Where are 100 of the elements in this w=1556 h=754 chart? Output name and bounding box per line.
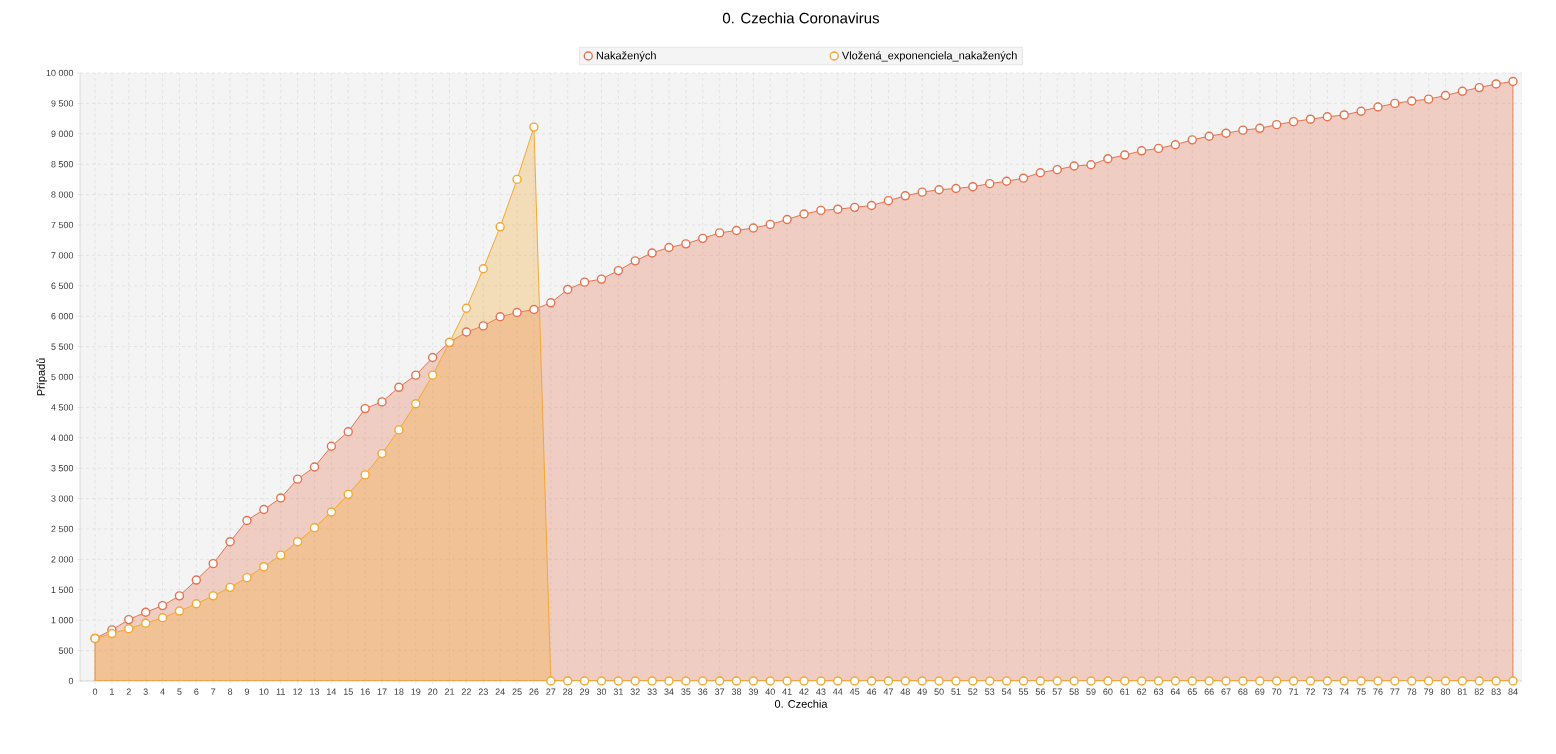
x-tick-label: 48 xyxy=(900,688,910,695)
x-tick-label: 59 xyxy=(1086,688,1096,695)
x-tick-label: 61 xyxy=(1120,688,1130,695)
x-tick-label: 5 xyxy=(177,688,182,695)
x-axis-title: 0. Czechia xyxy=(774,699,828,708)
x-tick-label: 9 xyxy=(244,688,250,695)
x-tick-label: 30 xyxy=(596,688,607,695)
y-tick-label: 7 000 xyxy=(51,252,74,259)
y-tick-label: 4 500 xyxy=(51,404,74,411)
y-tick-label: 6 000 xyxy=(51,313,74,320)
x-tick-label: 42 xyxy=(799,688,809,695)
y-tick-label: 8 000 xyxy=(51,191,74,198)
x-tick-label: 15 xyxy=(343,688,353,695)
x-tick-label: 13 xyxy=(310,688,320,695)
x-tick-label: 58 xyxy=(1069,688,1079,695)
x-tick-label: 76 xyxy=(1373,688,1383,695)
x-tick-label: 4 xyxy=(160,688,165,695)
legend-label: Vložená_exponenciela_nakažených xyxy=(841,51,1017,62)
y-tick-label: 3 000 xyxy=(51,495,74,502)
x-tick-label: 66 xyxy=(1204,688,1214,695)
x-tick-label: 65 xyxy=(1187,688,1197,695)
x-tick-label: 77 xyxy=(1390,688,1400,695)
y-tick-label: 2 000 xyxy=(51,556,74,563)
y-tick-label: 5 000 xyxy=(51,373,74,381)
y-tick-label: 8 500 xyxy=(51,161,74,168)
x-tick-label: 46 xyxy=(866,688,877,695)
x-tick-label: 27 xyxy=(546,688,556,695)
x-tick-label: 23 xyxy=(478,688,488,695)
x-tick-label: 29 xyxy=(580,688,590,695)
x-tick-label: 6 xyxy=(194,688,199,695)
legend-label: Nakažených xyxy=(596,51,656,62)
x-tick-label: 26 xyxy=(529,688,539,695)
x-tick-label: 37 xyxy=(714,688,725,695)
y-tick-label: 1 000 xyxy=(51,617,74,624)
x-tick-label: 69 xyxy=(1255,688,1265,695)
x-tick-label: 1 xyxy=(110,688,114,695)
x-tick-label: 50 xyxy=(934,688,944,695)
y-tick-label: 4 000 xyxy=(51,434,74,441)
y-tick-label: 6 500 xyxy=(51,282,74,289)
x-tick-label: 83 xyxy=(1491,688,1501,695)
x-tick-label: 70 xyxy=(1272,688,1282,695)
x-tick-label: 82 xyxy=(1474,688,1484,695)
x-tick-label: 56 xyxy=(1035,688,1045,695)
x-tick-label: 11 xyxy=(276,688,285,695)
x-tick-label: 63 xyxy=(1153,688,1164,695)
x-tick-label: 53 xyxy=(985,688,995,695)
y-tick-label: 9 000 xyxy=(51,130,74,137)
x-tick-label: 7 xyxy=(211,688,216,695)
x-tick-label: 55 xyxy=(1018,688,1029,695)
x-tick-label: 0 xyxy=(92,688,98,695)
x-tick-label: 38 xyxy=(731,688,742,695)
x-tick-label: 20 xyxy=(428,688,438,695)
x-tick-label: 22 xyxy=(461,688,471,695)
y-tick-label: 7 500 xyxy=(51,221,74,229)
x-tick-label: 32 xyxy=(630,688,640,695)
x-tick-label: 36 xyxy=(698,688,708,695)
x-tick-label: 3 xyxy=(143,688,148,695)
x-tick-label: 41 xyxy=(782,688,792,695)
x-tick-label: 31 xyxy=(613,688,623,695)
x-tick-label: 64 xyxy=(1170,688,1181,695)
x-tick-label: 44 xyxy=(832,688,843,695)
x-tick-label: 18 xyxy=(394,688,404,695)
x-tick-label: 73 xyxy=(1322,688,1332,695)
x-tick-label: 68 xyxy=(1238,688,1248,695)
y-tick-label: 1 500 xyxy=(51,586,74,593)
x-tick-label: 51 xyxy=(951,688,961,695)
x-tick-label: 75 xyxy=(1356,688,1366,695)
x-tick-label: 24 xyxy=(495,688,505,695)
x-tick-label: 78 xyxy=(1407,688,1417,695)
x-tick-label: 74 xyxy=(1339,688,1349,695)
y-axis-title: Případů xyxy=(35,358,48,396)
x-tick-label: 49 xyxy=(917,688,927,695)
y-tick-label: 10 000 xyxy=(46,69,74,77)
x-tick-label: 79 xyxy=(1424,688,1434,695)
x-tick-label: 21 xyxy=(444,688,455,695)
x-tick-label: 62 xyxy=(1137,688,1147,695)
x-tick-label: 60 xyxy=(1103,688,1113,695)
x-tick-label: 72 xyxy=(1305,688,1315,695)
x-tick-label: 16 xyxy=(360,688,370,695)
x-tick-label: 39 xyxy=(748,688,758,695)
x-tick-label: 34 xyxy=(664,688,674,695)
x-tick-label: 33 xyxy=(647,688,657,695)
x-tick-label: 57 xyxy=(1052,688,1062,695)
x-tick-label: 40 xyxy=(765,688,775,695)
x-tick-label: 25 xyxy=(512,688,522,695)
x-tick-label: 67 xyxy=(1221,688,1231,695)
x-tick-label: 19 xyxy=(411,688,421,695)
x-tick-label: 35 xyxy=(681,688,691,695)
x-tick-label: 28 xyxy=(563,688,573,695)
y-tick-label: 9 500 xyxy=(51,100,74,107)
x-tick-label: 12 xyxy=(293,688,303,695)
y-tick-label: 0 xyxy=(68,677,74,685)
x-tick-label: 47 xyxy=(883,688,893,695)
x-tick-label: 84 xyxy=(1508,688,1518,695)
x-tick-label: 54 xyxy=(1001,688,1012,695)
x-tick-label: 10 xyxy=(259,688,269,695)
chart-title: 0. Czechia Coronavirus xyxy=(722,12,880,24)
x-tick-label: 43 xyxy=(816,688,826,695)
x-tick-label: 80 xyxy=(1440,688,1451,695)
y-tick-label: 5 500 xyxy=(51,343,74,350)
